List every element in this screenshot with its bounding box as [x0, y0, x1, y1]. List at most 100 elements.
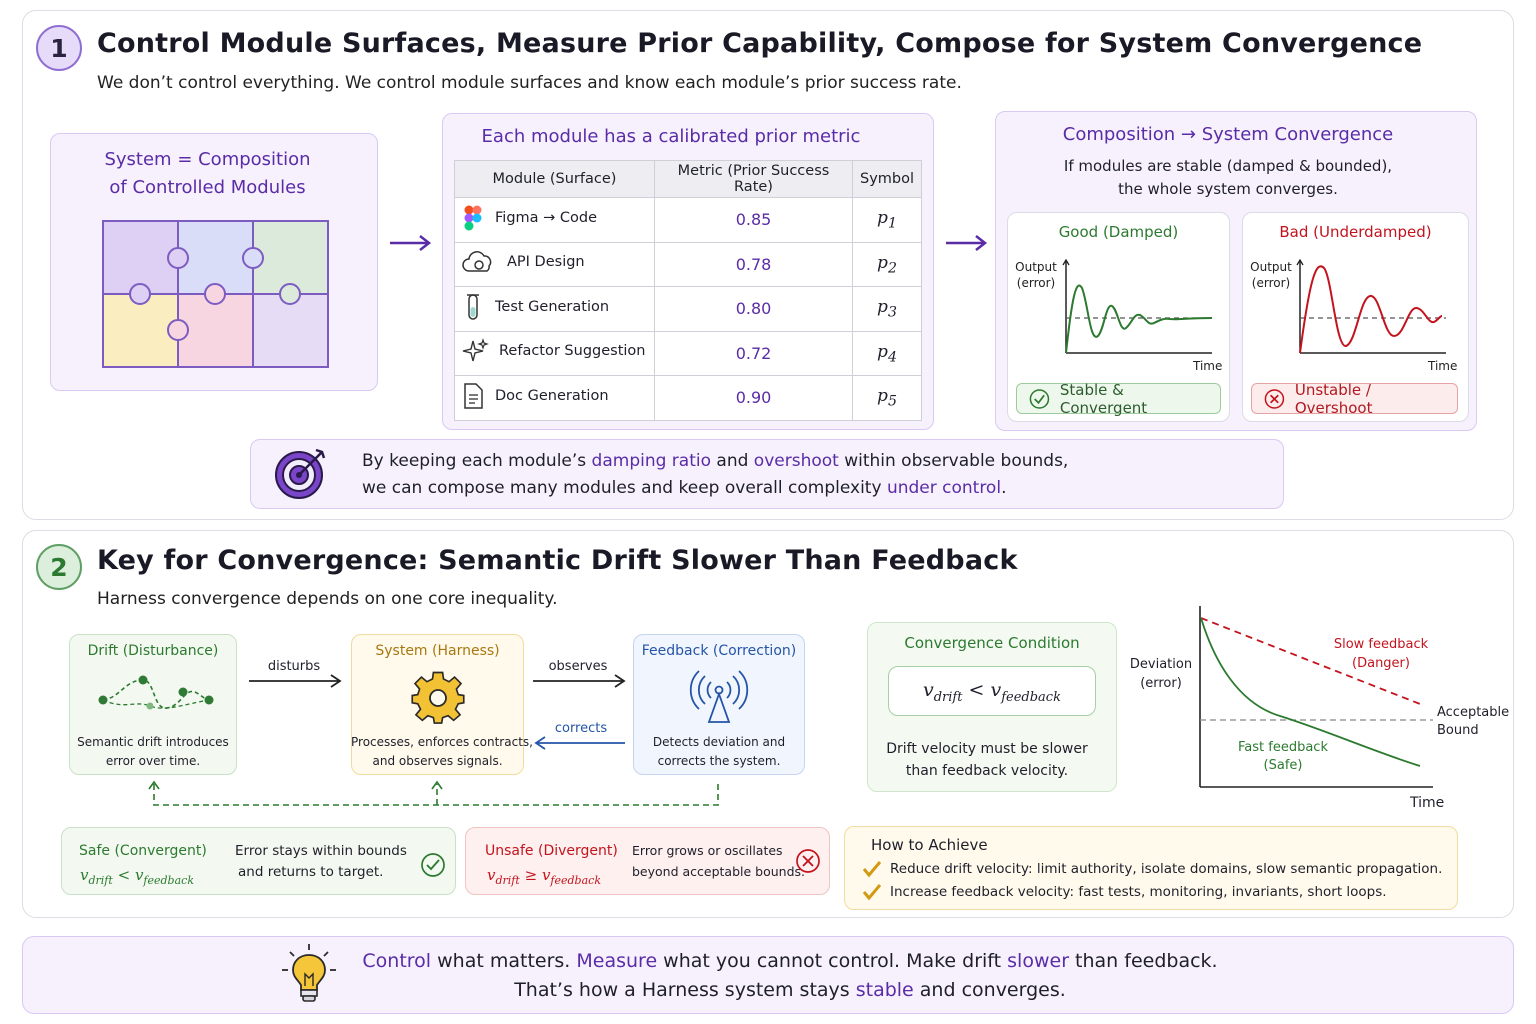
footer-highlight-slower: slower: [1007, 950, 1069, 972]
module-symbol-sub: 3: [887, 304, 897, 321]
checkmark-icon: [862, 884, 882, 901]
module-symbol: p: [877, 341, 888, 362]
document-icon: [464, 383, 483, 409]
acceptable-bound-label-2: Bound: [1437, 723, 1479, 738]
checkmark-icon: [862, 861, 882, 878]
unstable-overshoot-label: Unstable / Overshoot: [1294, 380, 1373, 417]
corrects-label: corrects: [554, 721, 608, 736]
puzzle-pieces-icon: [102, 220, 329, 368]
footer-text: That’s how a Harness system stays: [514, 979, 856, 1001]
achieve-item-1: Reduce drift velocity: limit authority, …: [862, 860, 1442, 878]
safe-box: [61, 827, 456, 895]
stable-convergent-label: Stable & Convergent: [1059, 380, 1148, 417]
formula-sub-drift: drift: [88, 874, 113, 887]
header-symbol: Symbol: [852, 160, 922, 198]
callout-text: we can compose many modules and keep ove…: [362, 478, 887, 498]
system-harness-title: System (Harness): [375, 643, 500, 659]
convergence-condition-title: Convergence Condition: [904, 634, 1080, 652]
good-ylabel-1: Output: [1015, 260, 1057, 274]
module-name: Doc Generation: [495, 387, 609, 404]
unsafe-desc-1: Error grows or oscillates: [632, 843, 783, 858]
module-symbol: p: [877, 386, 888, 407]
formula-sub-feedback: feedback: [143, 874, 194, 887]
module-symbol-sub: 1: [887, 215, 897, 232]
arrow-to-composition: [946, 235, 988, 251]
damping-callout: [250, 439, 1284, 509]
achieve-item-text: Reduce drift velocity: limit authority, …: [890, 861, 1443, 877]
formula-sub-feedback: feedback: [550, 874, 601, 887]
composition-title: Composition → System Convergence: [1062, 124, 1394, 145]
check-circle-icon: [421, 853, 445, 877]
formula-sub-drift: drift: [495, 874, 520, 887]
table-row: Doc Generation 0.90 p5: [454, 375, 922, 421]
callout-highlight-damping: damping ratio: [591, 451, 711, 471]
feedback-desc-1: Detects deviation and: [652, 735, 786, 749]
observes-label: observes: [548, 659, 608, 674]
good-damped-title: Good (Damped): [1058, 223, 1179, 241]
deviation-ylabel-2: (error): [1140, 676, 1182, 691]
how-to-achieve-box: [844, 826, 1458, 910]
module-name: API Design: [507, 254, 585, 271]
formula-v: v: [134, 866, 144, 884]
table-row: Test Generation 0.80 p3: [454, 286, 922, 332]
footer-line-1: Control what matters. Measure what you c…: [340, 950, 1240, 972]
callout-text: within observable bounds,: [838, 451, 1069, 471]
acceptable-bound-label-1: Acceptable: [1437, 705, 1510, 720]
bad-underdamped-title: Bad (Underdamped): [1279, 223, 1432, 241]
feedback-desc-2: corrects the system.: [657, 754, 781, 768]
module-metric: 0.72: [654, 330, 853, 376]
safe-desc-1: Error stays within bounds: [235, 843, 407, 859]
formula-v: v: [487, 866, 496, 884]
lightbulb-icon: [282, 944, 336, 1002]
callout-text: and: [711, 451, 754, 471]
module-metric: 0.78: [654, 241, 853, 287]
formula-v: v: [923, 679, 934, 701]
unsafe-formula: vdrift ≥ vfeedback: [487, 866, 601, 887]
formula-operator: <: [968, 679, 985, 701]
bad-ylabel-1: Output: [1250, 260, 1292, 274]
table-row: Figma → Code 0.85 p1: [454, 197, 922, 243]
module-symbol-sub: 2: [887, 259, 897, 276]
deviation-xlabel: Time: [1410, 795, 1445, 811]
disturbs-label: disturbs: [267, 659, 321, 674]
section-1-number: 1: [36, 25, 82, 71]
unstable-overshoot-chip: Unstable / Overshoot: [1251, 380, 1458, 417]
unsafe-box: [465, 827, 830, 895]
header-metric: Metric (Prior Success Rate): [654, 160, 853, 198]
system-composition-line1: System = Composition: [104, 149, 311, 170]
section-1-title: Control Module Surfaces, Measure Prior C…: [97, 28, 1423, 59]
fast-feedback-label-1: Fast feedback: [1238, 740, 1328, 755]
formula-sub-drift: drift: [933, 689, 963, 705]
module-name: Refactor Suggestion: [499, 343, 646, 360]
deviation-ylabel-1: Deviation: [1129, 657, 1193, 672]
module-symbol: p: [877, 252, 888, 273]
how-to-achieve-title: How to Achieve: [871, 836, 988, 854]
close-circle-icon: [1264, 388, 1285, 409]
callout-line-1: By keeping each module’s damping ratio a…: [362, 451, 1068, 471]
cloud-gear-icon: [462, 251, 492, 272]
footer-highlight-measure: Measure: [576, 950, 658, 972]
module-metric: 0.85: [654, 197, 853, 243]
system-composition-line2: of Controlled Modules: [109, 177, 306, 198]
good-ylabel-2: (error): [1016, 276, 1056, 290]
stable-convergent-chip: Stable & Convergent: [1016, 380, 1221, 417]
slow-feedback-label-2: (Danger): [1352, 656, 1410, 671]
unsafe-desc-2: beyond acceptable bounds.: [632, 864, 806, 879]
formula-box: [888, 666, 1096, 716]
bad-ylabel-2: (error): [1251, 276, 1291, 290]
feedback-box: [633, 634, 805, 775]
feedback-loop-dashed: [148, 780, 719, 806]
metric-table: Module (Surface) Metric (Prior Success R…: [454, 160, 922, 421]
table-row: API Design 0.78 p2: [454, 241, 922, 287]
module-symbol-sub: 5: [887, 393, 897, 410]
bad-xlabel: Time: [1428, 359, 1458, 373]
callout-highlight-control: under control: [886, 478, 1002, 498]
module-name: Test Generation: [495, 298, 610, 315]
unsafe-title: Unsafe (Divergent): [485, 843, 618, 859]
figma-icon: [464, 205, 482, 231]
callout-line-2: we can compose many modules and keep ove…: [362, 478, 1006, 498]
system-harness-desc-2: and observes signals.: [372, 754, 503, 768]
sparkles-icon: [462, 338, 489, 362]
observes-arrow: [533, 674, 626, 688]
safe-desc-2: and returns to target.: [238, 864, 384, 880]
